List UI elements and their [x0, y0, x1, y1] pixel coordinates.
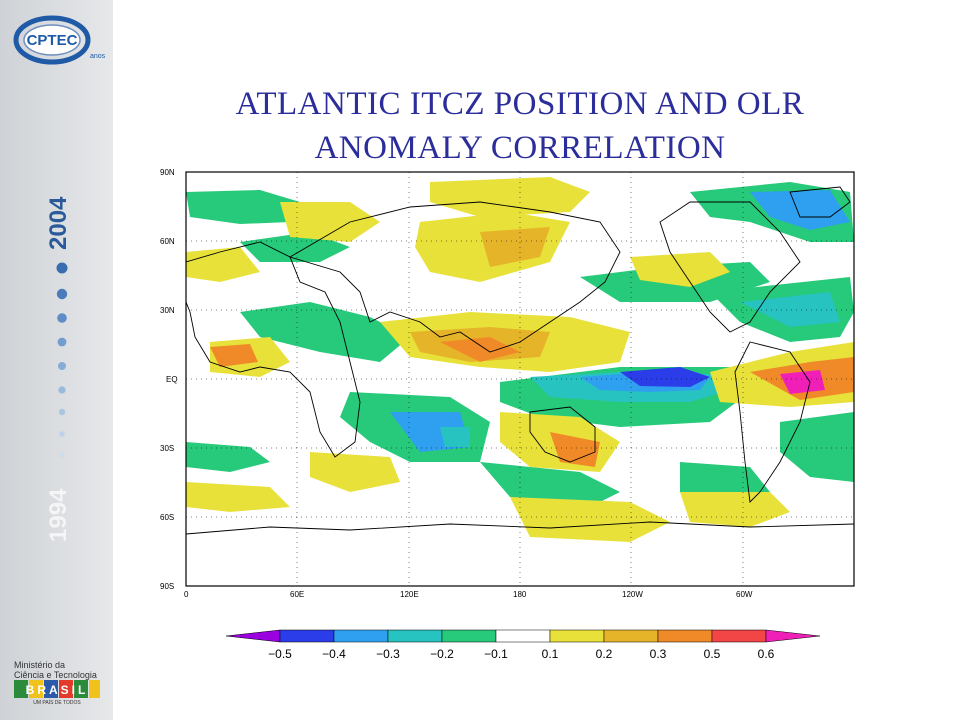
gridlines	[186, 172, 854, 586]
colorbar-swatch	[549, 629, 605, 643]
lon-label-60w: 60W	[736, 590, 753, 599]
colorbar-tick-label: 0.6	[758, 647, 775, 661]
year-end-label: 2004	[45, 196, 72, 250]
lon-label-120e: 120E	[400, 590, 419, 599]
colorbar-tick-label: −0.3	[376, 647, 400, 661]
map-canvas	[185, 171, 855, 587]
title-line2: ANOMALY CORRELATION	[314, 130, 726, 166]
lon-label-180: 180	[513, 590, 527, 599]
colorbar-arrow-right	[765, 629, 821, 643]
colorbar-swatch	[495, 629, 551, 643]
colorbar-swatches	[225, 629, 821, 643]
lat-label-30s: 30S	[160, 444, 175, 453]
colorbar-labels: −0.5 −0.4 −0.3 −0.2 −0.1 0.1 0.2 0.3 0.5 0.6	[268, 647, 775, 661]
colorbar-swatch	[441, 629, 497, 643]
lat-label-eq: EQ	[166, 375, 178, 384]
lat-label-60n: 60N	[160, 237, 175, 246]
colorbar-tick-label: 0.2	[596, 647, 613, 661]
lat-label-30n: 30N	[160, 306, 175, 315]
year-end-text: 2004	[45, 196, 72, 250]
colorbar-swatch	[333, 629, 389, 643]
ministry-line2: Ciência e Tecnologia	[14, 670, 97, 680]
logo-text: CPTEC	[27, 32, 78, 49]
ministry-line1: Ministério da	[14, 660, 66, 670]
coastlines	[186, 186, 854, 535]
logo-subtext: anos	[90, 53, 106, 60]
title-line1: ATLANTIC ITCZ POSITION AND OLR	[235, 86, 805, 122]
colorbar-tick-label: −0.5	[268, 647, 292, 661]
year-start-text: 1994	[45, 488, 72, 542]
anomaly-fields	[186, 177, 854, 586]
lat-label-60s: 60S	[160, 513, 175, 522]
colorbar-swatch	[279, 629, 335, 643]
colorbar-swatch	[603, 629, 659, 643]
colorbar-tick-label: −0.1	[484, 647, 508, 661]
colorbar-arrow-left	[225, 629, 281, 643]
brasil-logo-subtext: UM PAÍS DE TODOS	[33, 699, 81, 706]
colorbar-tick-label: −0.2	[430, 647, 454, 661]
lat-label-90n: 90N	[160, 168, 175, 177]
brasil-logo-text: BRASIL	[26, 683, 89, 697]
correlation-map: 90N 60N 30N EQ 30S 60S 90S 0 60E 120E 18…	[150, 162, 870, 602]
colorbar-tick-label: 0.5	[704, 647, 721, 661]
timeline-dots	[56, 262, 68, 458]
colorbar-tick-label: 0.3	[650, 647, 667, 661]
lat-label-90s: 90S	[160, 582, 175, 591]
colorbar-swatch	[711, 629, 767, 643]
colorbar: −0.5 −0.4 −0.3 −0.2 −0.1 0.1 0.2 0.3 0.5 0.6	[225, 629, 821, 661]
sidebar: CPTEC anos 2004 1994 Ministério da Ciênc…	[0, 0, 113, 720]
lon-label-120w: 120W	[622, 590, 643, 599]
lon-label-0: 0	[184, 590, 189, 599]
colorbar-swatch	[387, 629, 443, 643]
ministry-label: Ministério da Ciência e Tecnologia	[14, 660, 97, 680]
lon-label-60e: 60E	[290, 590, 305, 599]
map-frame	[185, 171, 855, 587]
colorbar-tick-label: −0.4	[322, 647, 346, 661]
colorbar-swatch	[657, 629, 713, 643]
colorbar-tick-label: 0.1	[542, 647, 559, 661]
year-start-label: 1994	[45, 488, 72, 542]
cptec-logo: CPTEC anos	[13, 15, 106, 65]
brasil-logo: BRASIL UM PAÍS DE TODOS	[14, 680, 100, 706]
page-title: ATLANTIC ITCZ POSITION AND OLR ANOMALY C…	[170, 82, 870, 170]
